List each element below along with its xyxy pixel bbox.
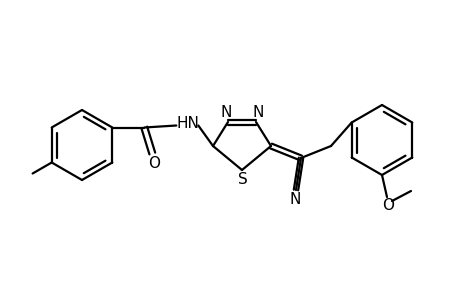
Text: O: O <box>381 199 393 214</box>
Text: N: N <box>220 104 231 119</box>
Text: N: N <box>252 104 263 119</box>
Text: O: O <box>148 156 160 171</box>
Text: N: N <box>289 193 300 208</box>
Text: S: S <box>238 172 247 188</box>
Text: HN: HN <box>177 116 199 131</box>
